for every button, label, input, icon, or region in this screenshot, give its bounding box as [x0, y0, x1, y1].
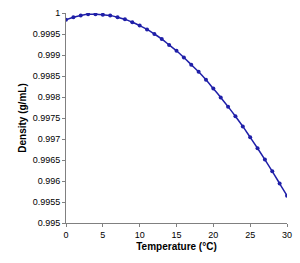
svg-text:20: 20: [208, 230, 218, 240]
svg-text:0.997: 0.997: [38, 134, 61, 144]
svg-text:0.998: 0.998: [38, 92, 61, 102]
svg-text:Temperature (°C): Temperature (°C): [136, 241, 217, 252]
svg-text:0.9995: 0.9995: [33, 29, 61, 39]
svg-text:0.999: 0.999: [38, 50, 61, 60]
svg-text:0.9965: 0.9965: [33, 155, 61, 165]
svg-text:0.9955: 0.9955: [33, 197, 61, 207]
svg-text:0.996: 0.996: [38, 176, 61, 186]
svg-text:10: 10: [135, 230, 145, 240]
svg-text:1: 1: [55, 8, 60, 18]
svg-text:Density (g/mL): Density (g/mL): [17, 83, 28, 152]
svg-text:0.995: 0.995: [38, 218, 61, 228]
svg-text:0: 0: [63, 230, 68, 240]
svg-text:15: 15: [171, 230, 181, 240]
svg-text:25: 25: [245, 230, 255, 240]
svg-text:30: 30: [282, 230, 292, 240]
svg-text:5: 5: [100, 230, 105, 240]
svg-text:0.9985: 0.9985: [33, 71, 61, 81]
svg-text:0.9975: 0.9975: [33, 113, 61, 123]
